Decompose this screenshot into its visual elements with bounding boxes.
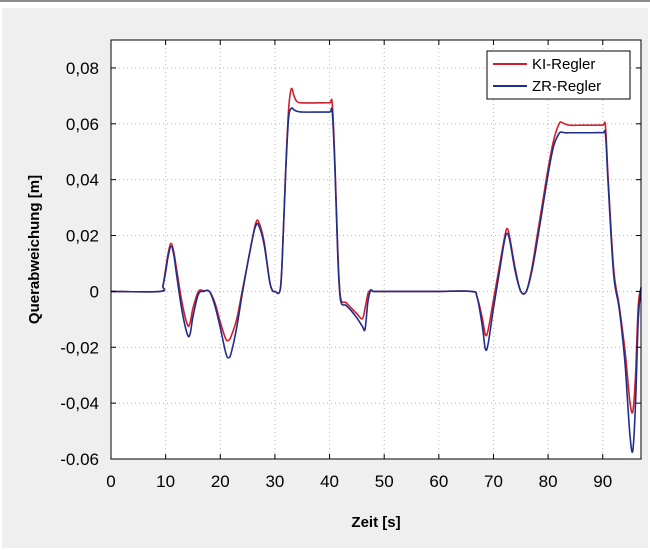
y-tick-label: 0 <box>90 282 99 301</box>
series-line-ki-regler <box>110 87 642 414</box>
plot-border <box>110 39 642 460</box>
legend-label-ki-regler: KI-Regler <box>532 56 595 73</box>
x-tick-label: 70 <box>484 472 503 491</box>
y-tick-label: 0,06 <box>66 115 99 134</box>
x-tick-label: 60 <box>429 472 448 491</box>
series-group <box>110 87 642 453</box>
legend: KI-Regler ZR-Regler <box>486 50 631 100</box>
x-tick-label: 20 <box>211 472 230 491</box>
y-tick-label: -0.06 <box>60 450 99 469</box>
x-tick-label: 30 <box>265 472 284 491</box>
y-tick-label: 0,02 <box>66 227 99 246</box>
y-axis-label: Querabweichung [m] <box>26 175 43 324</box>
y-tick-label: 0,08 <box>66 59 99 78</box>
plot-area <box>111 40 641 459</box>
legend-box <box>486 50 631 100</box>
x-axis-ticks: 0 10 20 30 40 50 60 70 80 90 <box>106 40 612 491</box>
top-border-line <box>0 0 650 2</box>
x-tick-label: 90 <box>593 472 612 491</box>
series-line-zr-regler <box>110 107 642 453</box>
x-tick-label: 50 <box>375 472 394 491</box>
y-tick-label: -0,02 <box>60 338 99 357</box>
x-axis-label: Zeit [s] <box>351 514 400 531</box>
legend-label-zr-regler: ZR-Regler <box>532 78 601 95</box>
x-tick-label: 0 <box>106 472 115 491</box>
y-tick-label: 0,04 <box>66 171 99 190</box>
y-tick-label: -0,04 <box>60 394 99 413</box>
x-tick-label: 10 <box>156 472 175 491</box>
x-tick-label: 80 <box>539 472 558 491</box>
x-tick-label: 40 <box>320 472 339 491</box>
y-axis-ticks: -0.06 -0,04 -0,02 0 0,02 0,04 0,06 0,08 <box>60 59 641 469</box>
